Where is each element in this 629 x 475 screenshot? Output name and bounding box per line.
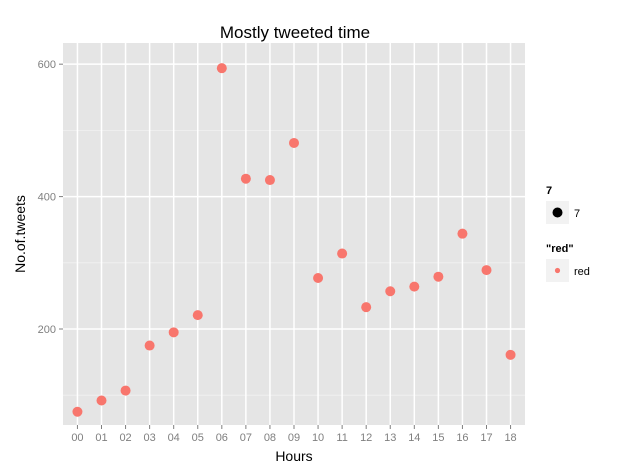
- x-tick-label: 03: [144, 432, 156, 444]
- data-point: [337, 248, 348, 259]
- x-tick-label: 10: [312, 432, 324, 444]
- data-point: [409, 281, 420, 292]
- x-tick-label: 02: [119, 432, 131, 444]
- x-tick-label: 06: [216, 432, 228, 444]
- data-point: [96, 395, 107, 406]
- x-tick-label: 09: [288, 432, 300, 444]
- x-tick-label: 12: [360, 432, 372, 444]
- x-tick-label: 00: [71, 432, 83, 444]
- x-tick-label: 14: [408, 432, 420, 444]
- legend-size: 7 7: [546, 185, 580, 224]
- x-tick-label: 15: [432, 432, 444, 444]
- data-point: [168, 327, 179, 338]
- data-point: [240, 173, 251, 184]
- y-tick-label: 200: [38, 324, 56, 336]
- data-point: [505, 349, 516, 360]
- gridlines: [63, 43, 525, 425]
- x-tick-label: 05: [192, 432, 204, 444]
- x-axis: 00 01 02 03 04 05 06 07 08 09 10 11 12 13 14 15 16 17 18: [71, 425, 517, 444]
- chart-title: Mostly tweeted time: [220, 23, 370, 42]
- x-axis-title: Hours: [275, 448, 312, 464]
- data-point: [216, 63, 227, 74]
- y-tick-label: 600: [38, 59, 56, 71]
- data-point: [361, 302, 372, 313]
- x-tick-label: 13: [384, 432, 396, 444]
- data-point: [313, 273, 324, 284]
- data-point: [457, 228, 468, 239]
- data-point: [289, 137, 299, 148]
- x-tick-label: 08: [264, 432, 276, 444]
- data-point: [72, 406, 83, 417]
- legend-size-key: [552, 207, 563, 218]
- x-tick-label: 18: [504, 432, 516, 444]
- data-point: [481, 265, 492, 276]
- legend-color: "red" red: [546, 243, 590, 282]
- data-point: [264, 175, 275, 186]
- data-point: [144, 340, 155, 351]
- legend-color-title: "red": [546, 243, 574, 255]
- data-points: [72, 63, 516, 417]
- x-tick-label: 11: [336, 432, 347, 444]
- x-tick-label: 16: [456, 432, 468, 444]
- data-point: [120, 385, 131, 396]
- legend-size-label: 7: [574, 208, 580, 220]
- y-axis: 200 400 600: [38, 59, 63, 336]
- legend-color-key: [554, 267, 561, 274]
- y-axis-title: No.of.tweets: [12, 195, 28, 273]
- data-point: [192, 310, 203, 321]
- x-tick-label: 04: [168, 432, 180, 444]
- data-point: [385, 286, 396, 297]
- x-tick-label: 17: [480, 432, 492, 444]
- x-tick-label: 01: [95, 432, 107, 444]
- legend-size-title: 7: [546, 185, 552, 197]
- legend-color-label: red: [574, 266, 590, 278]
- data-point: [433, 271, 444, 282]
- x-tick-label: 07: [240, 432, 252, 444]
- y-tick-label: 400: [38, 192, 56, 204]
